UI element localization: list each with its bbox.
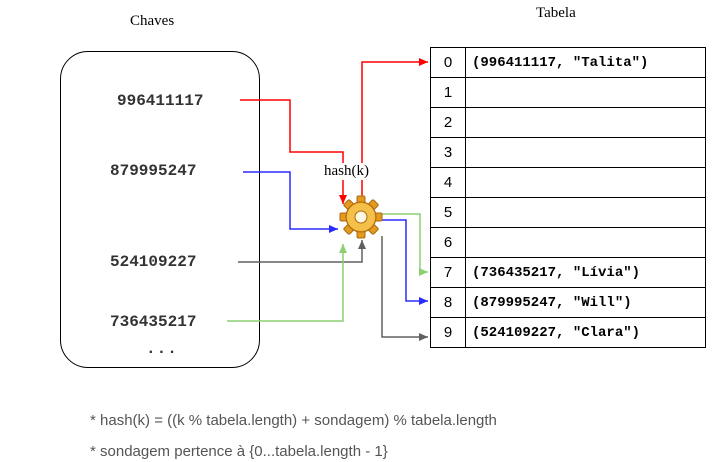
table-row: 8 (879995247, "Will") (430, 287, 706, 318)
note-probe-range: * sondagem pertence à {0...tabela.length… (90, 443, 388, 460)
table-row: 3 (430, 137, 706, 168)
table-row: 2 (430, 107, 706, 138)
table-row: 9 (524109227, "Clara") (430, 317, 706, 348)
table-row-value (465, 227, 706, 258)
table-row-value (465, 107, 706, 138)
table-row-index: 2 (430, 107, 466, 138)
arrow-blue-out (378, 219, 428, 305)
key-879995247: 879995247 (110, 162, 197, 180)
key-524109227: 524109227 (110, 253, 197, 271)
hash-function-label: hash(k) (323, 163, 370, 180)
table-row-index: 9 (430, 317, 466, 348)
table-row: 6 (430, 227, 706, 258)
table-row-index: 0 (430, 47, 466, 78)
keys-container (60, 51, 260, 368)
arrow-red-in (240, 99, 347, 204)
note-hash-formula: * hash(k) = ((k % tabela.length) + sonda… (90, 412, 497, 429)
table-row-value (465, 167, 706, 198)
keys-ellipsis: ... (146, 340, 178, 358)
table-row: 0 (996411117, "Talita") (430, 47, 706, 78)
hash-table: 0 (996411117, "Talita") 1 2 3 4 5 6 7 (736435217,… (430, 47, 706, 348)
arrow-red-out (361, 58, 428, 196)
table-row-value: (524109227, "Clara") (465, 317, 706, 348)
table-row-value (465, 197, 706, 228)
table-row-index: 6 (430, 227, 466, 258)
arrow-gray-in (238, 240, 366, 263)
key-736435217: 736435217 (110, 313, 197, 331)
table-row-index: 4 (430, 167, 466, 198)
table-row: 1 (430, 77, 706, 108)
table-row-index: 5 (430, 197, 466, 228)
table-row: 5 (430, 197, 706, 228)
table-row: 7 (736435217, "Lívia") (430, 257, 706, 288)
table-row-index: 8 (430, 287, 466, 318)
table-row-index: 7 (430, 257, 466, 288)
key-996411117: 996411117 (117, 92, 204, 110)
table-title: Tabela (536, 5, 576, 21)
arrow-green-in (227, 244, 347, 322)
table-row-value: (736435217, "Lívia") (465, 257, 706, 288)
gear-icon (339, 195, 383, 239)
table-row: 4 (430, 167, 706, 198)
table-row-index: 1 (430, 77, 466, 108)
table-row-index: 3 (430, 137, 466, 168)
arrow-gray-out (381, 236, 428, 341)
arrow-green-out (380, 213, 428, 276)
table-row-value: (879995247, "Will") (465, 287, 706, 318)
keys-title: Chaves (130, 13, 175, 29)
table-row-value: (996411117, "Talita") (465, 47, 706, 78)
arrow-blue-in (243, 171, 338, 233)
table-row-value (465, 137, 706, 168)
table-row-value (465, 77, 706, 108)
